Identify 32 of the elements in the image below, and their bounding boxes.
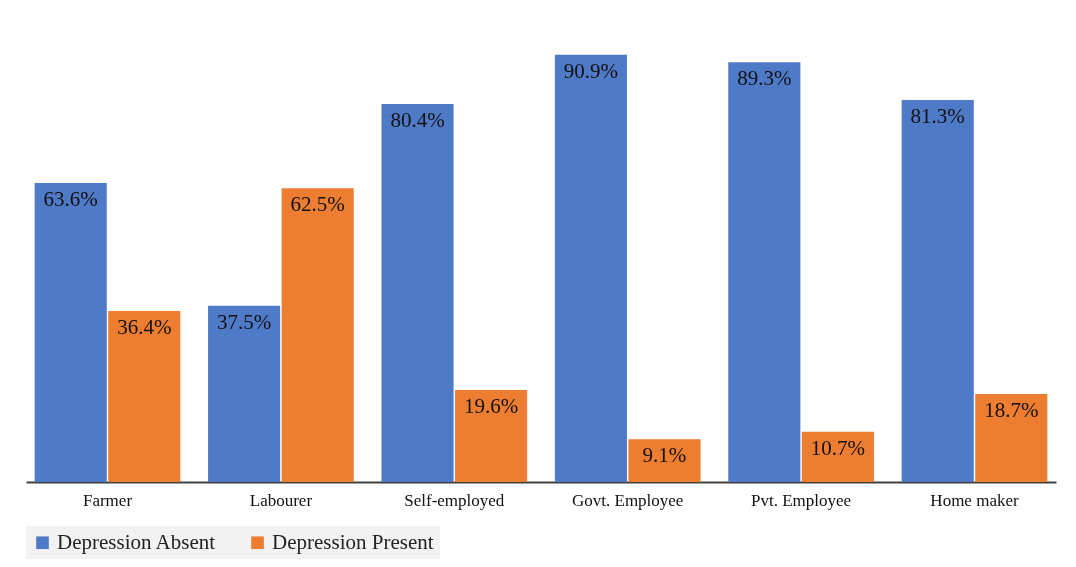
x-tick-label: Self-employed — [404, 490, 505, 510]
x-tick-label: Pvt. Employee — [751, 490, 852, 510]
x-tick-label: Labourer — [249, 490, 313, 510]
bar — [108, 310, 181, 482]
data-label: 63.6% — [43, 187, 98, 212]
legend-label: Depression Absent — [57, 529, 216, 554]
legend-label: Depression Present — [272, 529, 434, 554]
data-label: 9.1% — [642, 443, 687, 468]
bar — [554, 54, 627, 482]
data-label: 18.7% — [984, 398, 1039, 423]
bar — [455, 389, 528, 482]
data-label: 36.4% — [117, 314, 172, 339]
x-tick-label: Govt. Employee — [571, 490, 684, 510]
data-label: 10.7% — [810, 435, 866, 460]
bar — [628, 439, 701, 482]
bar — [975, 394, 1048, 482]
x-tick-label: Farmer — [82, 490, 133, 510]
bar — [728, 62, 801, 482]
bar — [208, 305, 281, 482]
bar — [34, 183, 107, 482]
bar — [901, 99, 974, 482]
data-label: 19.6% — [463, 393, 519, 418]
data-label: 62.5% — [290, 192, 345, 217]
x-tick-label: Home maker — [930, 490, 1019, 510]
data-label: 90.9% — [563, 58, 619, 83]
bar — [801, 431, 874, 482]
bar — [381, 104, 454, 482]
data-label: 89.3% — [737, 66, 792, 91]
data-label: 80.4% — [390, 108, 445, 133]
data-label: 81.3% — [910, 103, 965, 128]
bar — [281, 188, 354, 482]
data-label: 37.5% — [216, 309, 272, 334]
